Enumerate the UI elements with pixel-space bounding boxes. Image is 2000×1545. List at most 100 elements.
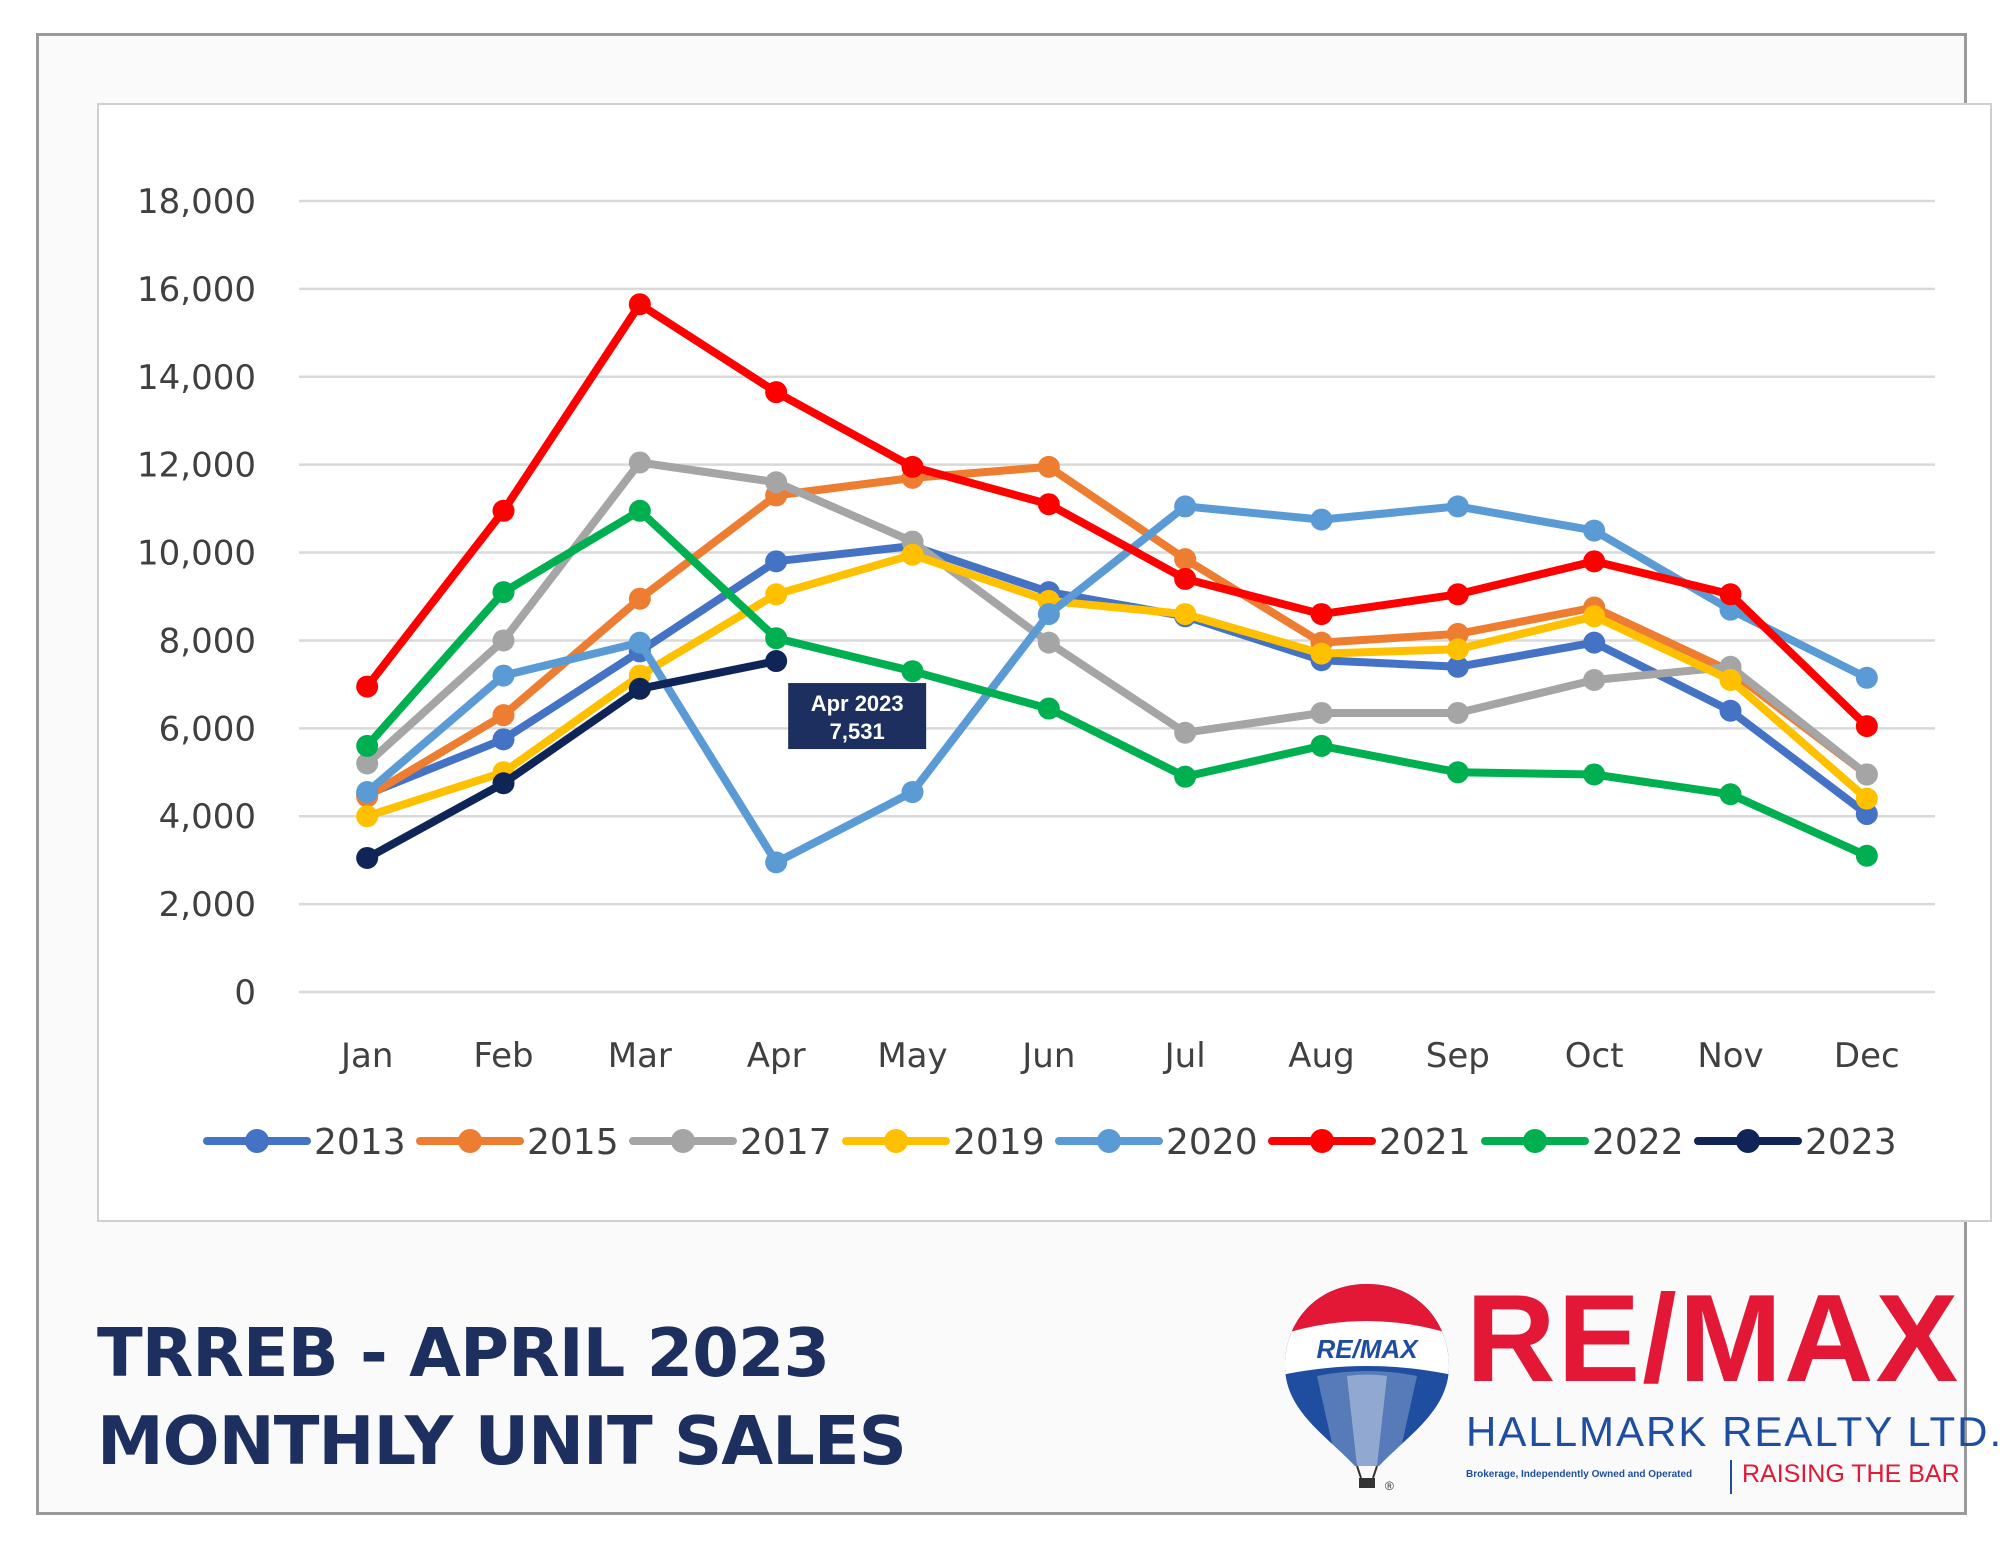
x-tick-label: Mar [608, 1036, 672, 1076]
series-2020 [356, 495, 1878, 874]
data-point [492, 664, 515, 687]
data-point [1855, 787, 1878, 810]
series-line [363, 462, 1871, 801]
data-point [1855, 803, 1878, 826]
legend-item-2017: 2017 [629, 1122, 832, 1163]
data-point [356, 781, 379, 804]
data-point [628, 631, 651, 654]
y-tick-label: 8,000 [159, 621, 256, 661]
x-tick-label: Aug [1288, 1036, 1354, 1076]
data-point [1037, 455, 1060, 478]
data-point [1719, 583, 1742, 606]
data-point [1855, 763, 1878, 786]
data-point [901, 781, 924, 804]
y-tick-label: 10,000 [137, 534, 256, 574]
series-2019 [356, 543, 1878, 828]
data-point [356, 846, 379, 869]
data-point [1310, 603, 1333, 626]
data-point [1583, 763, 1606, 786]
data-point [492, 581, 515, 604]
data-point [492, 728, 515, 751]
data-point [1037, 631, 1060, 654]
data-point [1174, 721, 1197, 744]
annotation-box [788, 683, 927, 750]
data-point [356, 675, 379, 698]
page-title-line-1: TRREB - APRIL 2023 [97, 1314, 830, 1392]
data-point [628, 293, 651, 316]
series-2021 [356, 293, 1878, 738]
data-point [1583, 668, 1606, 691]
data-point [765, 583, 788, 606]
data-point [1037, 493, 1060, 516]
data-point [492, 629, 515, 652]
x-tick-label: Sep [1426, 1036, 1490, 1076]
data-point [1855, 715, 1878, 738]
x-tick-label: Feb [473, 1036, 533, 1076]
y-tick-label: 0 [234, 973, 256, 1013]
series-line [363, 458, 1871, 779]
balloon-icon: RE/MAX ® [1285, 1284, 1449, 1493]
data-point [1174, 495, 1197, 518]
legend-item-2015: 2015 [416, 1122, 619, 1163]
data-point [901, 660, 924, 683]
brand-tagline: RAISING THE BAR [1742, 1460, 1960, 1488]
data-point [765, 650, 788, 673]
data-point [1446, 622, 1469, 645]
x-tick-label: Apr [747, 1036, 806, 1076]
data-point [492, 499, 515, 522]
y-tick-label: 18,000 [137, 182, 256, 222]
legend-item-2019: 2019 [842, 1122, 1045, 1163]
data-point [1310, 508, 1333, 531]
data-point [1446, 638, 1469, 661]
data-point [1174, 765, 1197, 788]
series-2022 [356, 499, 1878, 867]
data-point [1310, 734, 1333, 757]
series-2017 [356, 451, 1878, 786]
data-point [1174, 603, 1197, 626]
annotation-label: Apr 2023 [811, 691, 904, 716]
data-point [1446, 701, 1469, 724]
data-point [1037, 603, 1060, 626]
chart-container: 0 2,000 4,000 6,000 8,000 10,000 12,000 14,000 1… [97, 103, 1992, 1222]
y-tick-label: 4,000 [159, 797, 256, 837]
legend-swatch-marker [671, 1129, 695, 1153]
brand-name: RE/MAX [1466, 1270, 1961, 1408]
legend-item-2013: 2013 [203, 1122, 406, 1163]
legend-label: 2019 [953, 1122, 1045, 1163]
data-point [628, 677, 651, 700]
legend-swatch-marker [458, 1129, 482, 1153]
x-tick-label: Nov [1697, 1036, 1763, 1076]
data-point [1446, 583, 1469, 606]
series-2015 [356, 455, 1878, 808]
legend-swatch-marker [1736, 1129, 1760, 1153]
data-point [1583, 550, 1606, 573]
page-title-line-2: MONTHLY UNIT SALES [97, 1402, 907, 1480]
balloon-logo-text: RE/MAX [1316, 1334, 1419, 1364]
series-line [363, 502, 1871, 867]
legend-swatch-marker [1310, 1129, 1334, 1153]
x-tick-label: Jun [1020, 1036, 1075, 1076]
legend-label: 2021 [1379, 1122, 1471, 1163]
legend-label: 2023 [1805, 1122, 1897, 1163]
series-line [363, 657, 781, 862]
remax-logo: RE/MAX ® RE/MAX HALLMARK REALTY LTD. Bro… [1277, 1270, 2000, 1496]
data-point [901, 455, 924, 478]
data-point [628, 499, 651, 522]
legend-item-2022: 2022 [1481, 1122, 1684, 1163]
y-tick-label: 12,000 [137, 446, 256, 486]
data-point [1583, 605, 1606, 628]
x-tick-label: Jan [339, 1036, 393, 1076]
data-point [1310, 642, 1333, 665]
data-point [1446, 495, 1469, 518]
data-point [1855, 666, 1878, 689]
legend-item-2020: 2020 [1055, 1122, 1258, 1163]
data-point [1855, 844, 1878, 867]
series-2023 [356, 650, 788, 869]
data-point [1446, 761, 1469, 784]
y-tick-label: 6,000 [159, 709, 256, 749]
series-line [363, 542, 1871, 818]
y-tick-label: 14,000 [137, 358, 256, 398]
data-point [1037, 697, 1060, 720]
legend-item-2021: 2021 [1268, 1122, 1471, 1163]
legend-swatch-marker [1097, 1129, 1121, 1153]
